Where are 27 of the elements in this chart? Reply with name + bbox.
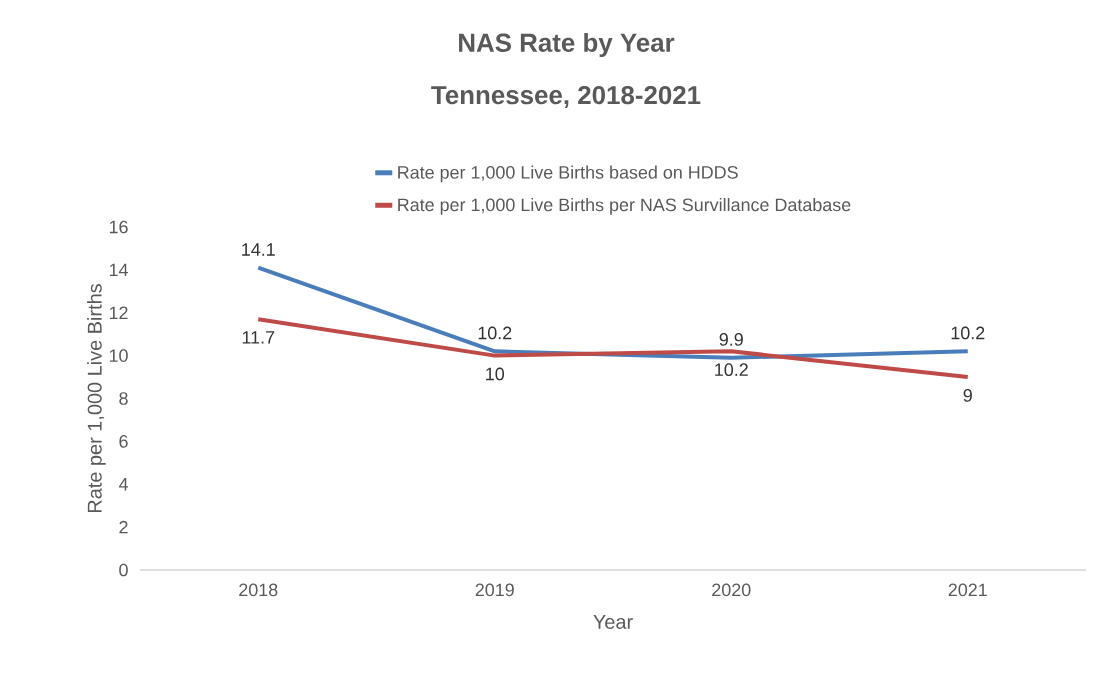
data-label: 9	[963, 389, 972, 402]
x-tick-label: 2021	[948, 583, 987, 597]
data-label: 10	[486, 367, 505, 381]
x-axis-title: Year	[593, 615, 633, 629]
legend-label: Rate per 1,000 Live Births based on HDDS	[398, 165, 738, 183]
y-tick-label: 2	[119, 520, 128, 534]
y-tick-label: 8	[119, 392, 128, 405]
data-label: 11.7	[242, 331, 275, 344]
x-tick-label: 2020	[712, 583, 751, 597]
y-tick-label: 4	[118, 478, 128, 491]
y-tick-label: 14	[109, 263, 128, 277]
data-label: 9.9	[719, 333, 743, 346]
y-axis-title: Rate per 1,000 Live Births	[87, 284, 106, 513]
chart-subtitle: Tennessee, 2018-2021	[431, 85, 701, 109]
y-tick-label: 0	[119, 563, 128, 577]
chart-title: NAS Rate by Year	[459, 32, 675, 58]
x-tick-label: 2019	[475, 583, 514, 597]
x-tick-label: 2018	[239, 583, 278, 597]
y-tick-label: 12	[109, 306, 128, 319]
data-label: 10.2	[478, 326, 512, 340]
data-label: 10.2	[951, 326, 985, 340]
y-tick-label: 16	[109, 220, 128, 234]
y-tick-label: 10	[109, 349, 128, 362]
legend-label: Rate per 1,000 Live Births per NAS Survillance Database	[398, 198, 851, 215]
data-label: 10.2	[715, 363, 748, 377]
y-tick-label: 6	[119, 435, 128, 448]
data-label: 14.1	[242, 243, 275, 256]
